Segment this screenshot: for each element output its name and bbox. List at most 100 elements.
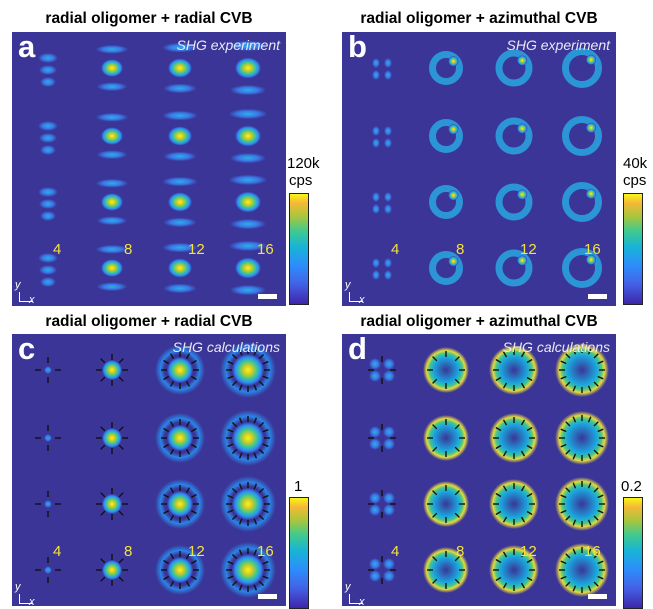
panel-c-image: c SHG calculations 4 8 12 16 y x xyxy=(12,334,286,606)
axis-x-label: x xyxy=(359,294,365,306)
spot xyxy=(162,242,198,294)
spot xyxy=(162,176,198,228)
spot xyxy=(35,425,61,451)
panel-b-letter: b xyxy=(348,32,367,64)
spot xyxy=(423,415,469,461)
panel-c-letter: c xyxy=(18,334,36,366)
column-number-16: 16 xyxy=(584,543,601,560)
panel-b-spots xyxy=(372,48,602,288)
spot xyxy=(429,51,463,85)
spot xyxy=(220,410,276,466)
panel-a-colorbar-max: 120k xyxy=(287,155,320,172)
spot xyxy=(562,248,602,288)
spot xyxy=(220,342,276,398)
scale-bar xyxy=(258,294,277,299)
spot xyxy=(155,479,205,529)
panel-c-colorbar-max: 1 xyxy=(294,478,303,495)
spot xyxy=(38,253,58,287)
spot xyxy=(155,545,205,595)
spot xyxy=(368,424,396,452)
panel-a-image: a SHG experiment 4 8 12 16 y x xyxy=(12,32,286,306)
spot xyxy=(495,183,533,221)
axis-y-label: y xyxy=(345,279,351,291)
spot xyxy=(95,244,129,292)
panel-c-tag: SHG calculations xyxy=(172,339,280,355)
panel-a-tag: SHG experiment xyxy=(176,37,280,53)
spot xyxy=(372,258,392,280)
axis-y-label: y xyxy=(15,581,21,593)
spot xyxy=(228,240,268,296)
column-number-12: 12 xyxy=(520,241,537,258)
spot xyxy=(95,44,129,92)
panel-b-image: b SHG experiment 4 8 12 16 y x xyxy=(342,32,616,306)
column-number-12: 12 xyxy=(188,241,205,258)
spot xyxy=(220,476,276,532)
panel-d-tag: SHG calculations xyxy=(502,339,610,355)
spot xyxy=(38,53,58,87)
spot xyxy=(38,121,58,155)
spot xyxy=(38,187,58,221)
scale-bar xyxy=(588,294,607,299)
panel-b-title: radial oligomer + azimuthal CVB xyxy=(360,10,598,27)
column-number-8: 8 xyxy=(124,543,133,560)
panel-a-spots xyxy=(38,40,268,296)
spot xyxy=(155,413,205,463)
panel-c-colorbar xyxy=(289,497,309,609)
spot xyxy=(429,251,463,285)
spot xyxy=(368,356,396,384)
scale-bar xyxy=(588,594,607,599)
spot xyxy=(220,542,276,598)
column-number-16: 16 xyxy=(584,241,601,258)
column-number-12: 12 xyxy=(520,543,537,560)
panel-a-colorbar xyxy=(289,193,309,305)
spot xyxy=(489,413,539,463)
spot xyxy=(96,422,128,454)
axis-x-label: x xyxy=(359,596,365,606)
spot xyxy=(489,479,539,529)
column-number-4: 4 xyxy=(53,543,62,560)
panel-a-letter: a xyxy=(18,32,36,64)
spot xyxy=(372,192,392,214)
panel-b-tag: SHG experiment xyxy=(506,37,610,53)
spot xyxy=(228,108,268,164)
spot xyxy=(35,357,61,383)
axis-y-label: y xyxy=(15,279,21,291)
spot xyxy=(562,48,602,88)
spot xyxy=(35,557,61,583)
column-number-8: 8 xyxy=(456,543,465,560)
spot xyxy=(495,249,533,287)
spot xyxy=(372,58,392,80)
spot xyxy=(155,345,205,395)
axis-y-label: y xyxy=(345,581,351,593)
axis-x-label: x xyxy=(29,294,35,306)
column-number-16: 16 xyxy=(257,543,274,560)
column-number-8: 8 xyxy=(124,241,133,258)
panel-b-colorbar xyxy=(623,193,643,305)
column-number-8: 8 xyxy=(456,241,465,258)
spot xyxy=(96,488,128,520)
column-number-4: 4 xyxy=(391,241,400,258)
spot xyxy=(562,182,602,222)
spot xyxy=(96,554,128,586)
column-number-4: 4 xyxy=(391,543,400,560)
panel-d-letter: d xyxy=(348,334,367,366)
axis-indicator xyxy=(349,594,363,604)
column-number-12: 12 xyxy=(188,543,205,560)
spot xyxy=(562,116,602,156)
spot xyxy=(35,491,61,517)
spot xyxy=(489,545,539,595)
spot xyxy=(423,547,469,593)
panel-d-colorbar xyxy=(623,497,643,609)
panel-a-colorbar-unit: cps xyxy=(289,172,313,189)
spot xyxy=(95,112,129,160)
spot xyxy=(228,40,268,96)
spot xyxy=(555,477,609,531)
spot xyxy=(495,49,533,87)
panel-b-colorbar-unit: cps xyxy=(623,172,647,189)
panel-b-colorbar-max: 40k xyxy=(623,155,648,172)
spot xyxy=(368,490,396,518)
panel-c-title: radial oligomer + radial CVB xyxy=(45,313,253,330)
spot xyxy=(555,543,609,597)
axis-indicator xyxy=(19,292,33,302)
spot xyxy=(95,178,129,226)
